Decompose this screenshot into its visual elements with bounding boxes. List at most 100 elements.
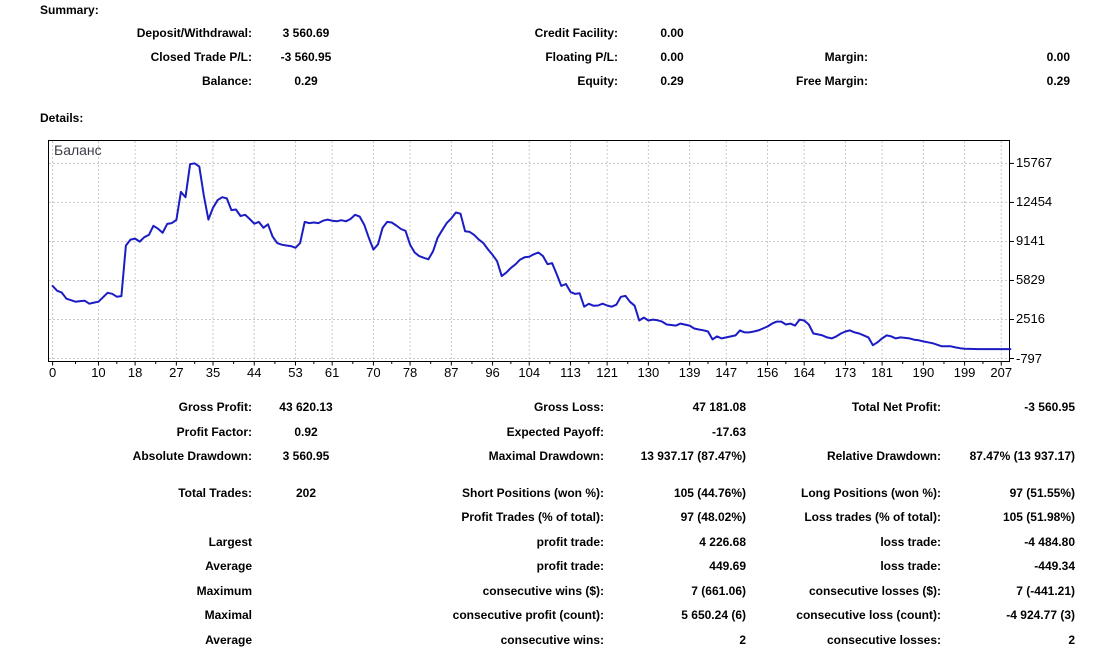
- stat-label: Balance:: [0, 74, 252, 88]
- stat-label: Total Trades:: [0, 486, 252, 500]
- x-axis-tick-label: 104: [518, 365, 540, 380]
- summary-heading: Summary:: [40, 3, 99, 17]
- x-axis-tick-label: 70: [366, 365, 380, 380]
- stat-row: Profit Trades (% of total):97 (48.02%)Lo…: [0, 506, 1112, 531]
- stat-label: Largest: [0, 535, 252, 549]
- y-axis-tick-label: 9141: [1016, 233, 1045, 248]
- stat-value: 47 181.08: [560, 400, 746, 414]
- x-axis-tick-label: 121: [596, 365, 618, 380]
- stat-value: 3 560.69: [254, 26, 358, 40]
- stat-value: 87.47% (13 937.17): [875, 449, 1075, 463]
- details-heading: Details:: [40, 111, 83, 125]
- balance-chart-title: Баланс: [54, 142, 102, 158]
- balance-chart: [48, 140, 1018, 368]
- stat-value: 7 (661.06): [560, 584, 746, 598]
- y-axis-tick-label: -797: [1016, 351, 1042, 366]
- stat-value: 202: [254, 486, 358, 500]
- x-axis-tick-label: 10: [91, 365, 105, 380]
- stat-value: 105 (44.76%): [560, 486, 746, 500]
- stat-label: Maximal: [0, 608, 252, 622]
- stat-value: -4 924.77 (3): [875, 608, 1075, 622]
- stat-value: 449.69: [560, 559, 746, 573]
- stat-value: 43 620.13: [254, 400, 358, 414]
- stat-label: Credit Facility:: [368, 26, 618, 40]
- x-axis-tick-label: 130: [638, 365, 660, 380]
- x-axis-labels: 0 10 18 27 35 44 53 61 70 78 87 96 104 113 121 130 139 14…: [48, 365, 1048, 381]
- balance-chart-svg: [48, 140, 1018, 368]
- y-axis-tick-label: 12454: [1016, 194, 1052, 209]
- stat-value: 105 (51.98%): [875, 510, 1075, 524]
- stat-value: 7 (-441.21): [875, 584, 1075, 598]
- stat-value: 0.29: [870, 74, 1070, 88]
- stat-label: Absolute Drawdown:: [0, 449, 252, 463]
- x-axis-tick-label: 199: [954, 365, 976, 380]
- stat-label: Closed Trade P/L:: [0, 50, 252, 64]
- x-axis-tick-label: 147: [715, 365, 737, 380]
- summary-table: Deposit/Withdrawal:3 560.69 Credit Facili…: [0, 22, 1112, 94]
- stat-label: Deposit/Withdrawal:: [0, 26, 252, 40]
- x-axis-tick-label: 87: [444, 365, 458, 380]
- x-axis-tick-label: 27: [169, 365, 183, 380]
- stat-value: -4 484.80: [875, 535, 1075, 549]
- stat-label: Maximum: [0, 584, 252, 598]
- stat-label: Gross Profit:: [0, 400, 252, 414]
- x-axis-tick-label: 78: [403, 365, 417, 380]
- x-axis-tick-label: 44: [247, 365, 261, 380]
- stat-value: -3 560.95: [254, 50, 358, 64]
- stat-label: Average: [0, 559, 252, 573]
- x-axis-tick-label: 156: [757, 365, 779, 380]
- y-axis-tick-label: 15767: [1016, 155, 1052, 170]
- stat-value: 0.29: [254, 74, 358, 88]
- y-axis-tick-label: 2516: [1016, 311, 1045, 326]
- x-axis-tick-label: 139: [679, 365, 701, 380]
- stat-value: 4 226.68: [560, 535, 746, 549]
- x-axis-tick-label: 0: [49, 365, 56, 380]
- stat-label: Equity:: [368, 74, 618, 88]
- x-axis-tick-label: 113: [560, 365, 581, 380]
- stat-label: Floating P/L:: [368, 50, 618, 64]
- stat-row: Closed Trade P/L:-3 560.95 Floating P/L: 0…: [0, 46, 1112, 70]
- x-axis-tick-label: 207: [990, 365, 1012, 380]
- x-axis-tick-label: 173: [835, 365, 857, 380]
- x-axis-tick-label: 96: [485, 365, 499, 380]
- x-axis-tick-label: 35: [206, 365, 220, 380]
- stat-value: 97 (48.02%): [560, 510, 746, 524]
- stat-value: 97 (51.55%): [875, 486, 1075, 500]
- stat-value: 3 560.95: [254, 449, 358, 463]
- stat-value: -17.63: [560, 425, 746, 439]
- x-axis-tick-label: 61: [325, 365, 339, 380]
- stat-label: Free Margin:: [700, 74, 868, 88]
- stat-value: 5 650.24 (6): [560, 608, 746, 622]
- x-axis-tick-label: 190: [912, 365, 934, 380]
- x-axis-tick-label: 164: [793, 365, 815, 380]
- stat-value: 0.00: [620, 26, 724, 40]
- stat-label: Profit Factor:: [0, 425, 252, 439]
- stat-row: Deposit/Withdrawal:3 560.69 Credit Facili…: [0, 22, 1112, 46]
- stat-label: Average: [0, 633, 252, 647]
- x-axis-tick-label: 53: [288, 365, 302, 380]
- x-axis-tick-label: 18: [128, 365, 142, 380]
- stat-value: 13 937.17 (87.47%): [560, 449, 746, 463]
- y-axis-tick-label: 5829: [1016, 272, 1045, 287]
- x-axis-tick-label: 181: [871, 365, 893, 380]
- stat-value: 0.92: [254, 425, 358, 439]
- stat-value: -3 560.95: [875, 400, 1075, 414]
- stat-value: 0.00: [870, 50, 1070, 64]
- stat-label: Margin:: [700, 50, 868, 64]
- stat-value: -449.34: [875, 559, 1075, 573]
- stat-value: 2: [875, 633, 1075, 647]
- stat-value: 2: [560, 633, 746, 647]
- y-axis-labels: 15767 12454 9141 5829 2516 -797: [1016, 140, 1076, 368]
